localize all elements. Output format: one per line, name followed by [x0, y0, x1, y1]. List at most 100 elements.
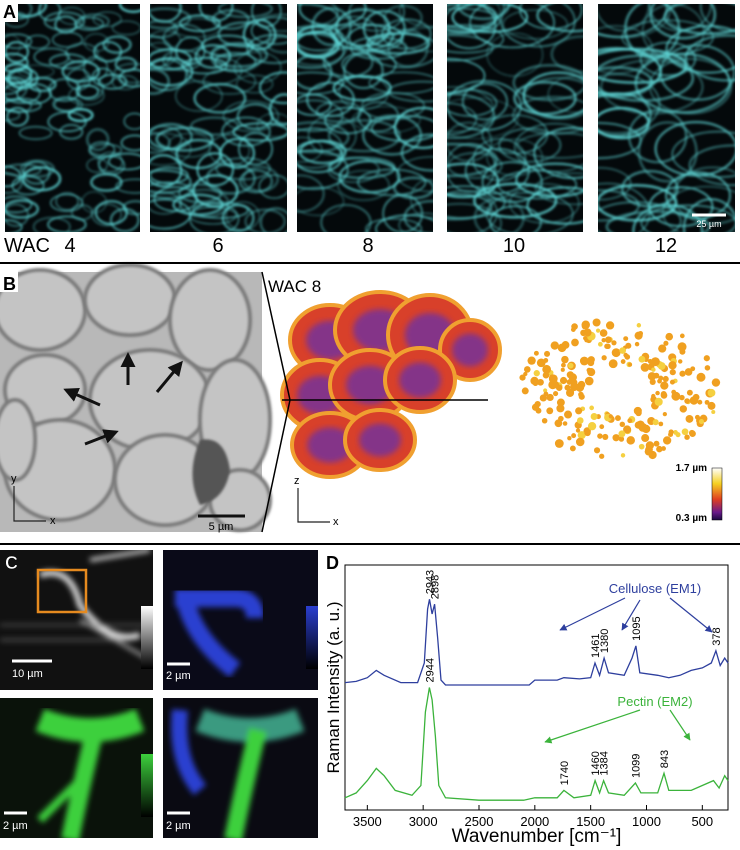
point — [605, 336, 612, 344]
point — [698, 419, 704, 425]
cell-wall — [365, 218, 423, 232]
colorbar-label: 1.7 µm — [676, 463, 707, 474]
peak-label: 843 — [659, 750, 671, 768]
cell-wall — [535, 172, 583, 205]
cell-wall — [5, 99, 33, 113]
cell-wall — [90, 173, 123, 192]
cell-wall — [634, 52, 731, 114]
point — [521, 387, 529, 395]
point — [660, 391, 668, 399]
cell-walls — [598, 4, 735, 232]
cell-wall — [498, 127, 562, 163]
raman-feature — [79, 618, 151, 662]
raman-image — [163, 698, 318, 838]
point — [684, 368, 693, 376]
point — [669, 369, 676, 376]
colorbar-label: 0.3 µm — [676, 513, 707, 524]
point — [587, 421, 597, 431]
cell-wall — [120, 134, 140, 152]
scale-text: 10 µm — [12, 668, 43, 680]
point — [657, 362, 666, 370]
cell-wall — [515, 162, 583, 198]
point — [590, 413, 598, 421]
x-tick-label: 3500 — [353, 814, 382, 829]
point — [660, 381, 669, 390]
cell-wall — [32, 216, 71, 232]
cell-wall — [74, 16, 105, 31]
raman-image — [0, 698, 153, 838]
cell-wall — [150, 29, 182, 51]
cell-wall — [8, 70, 32, 88]
colorbar — [711, 467, 723, 521]
point — [668, 429, 674, 435]
cell-wall — [297, 140, 344, 174]
point — [703, 355, 710, 362]
point — [599, 329, 608, 337]
cell-wall — [92, 11, 122, 27]
peak-label: 1384 — [599, 751, 611, 775]
point — [623, 425, 632, 434]
cell-wall — [348, 4, 405, 32]
annotation-arrows — [544, 709, 691, 744]
cell-wall — [150, 131, 171, 154]
panel-title: WAC 8 — [268, 277, 321, 296]
spectrum-line — [344, 687, 729, 801]
label-bg — [0, 270, 18, 292]
point — [711, 378, 721, 387]
cell-wall — [341, 51, 397, 79]
point — [553, 391, 559, 397]
point — [634, 421, 642, 429]
cell-wall — [205, 162, 256, 195]
cell-wall — [75, 84, 100, 99]
point — [645, 441, 655, 450]
peak-label: 1380 — [599, 629, 611, 653]
cell-wall — [320, 204, 372, 232]
point — [561, 362, 566, 368]
cell-wall — [122, 200, 140, 216]
point — [679, 370, 686, 377]
point — [587, 356, 595, 364]
point — [690, 366, 696, 372]
raman-features — [0, 550, 151, 662]
point — [599, 424, 605, 430]
series-label: Cellulose (EM1) — [609, 581, 701, 596]
cell-wall — [115, 178, 140, 194]
cell-wall — [297, 186, 345, 216]
cell-wall — [268, 93, 287, 126]
point — [527, 356, 536, 365]
point — [711, 409, 716, 415]
raman-feature — [39, 570, 141, 640]
point — [542, 371, 550, 379]
point — [605, 321, 615, 330]
spectrum-line — [344, 599, 729, 686]
point — [593, 447, 601, 454]
raman-bg — [0, 550, 153, 690]
cell-wall — [5, 33, 21, 58]
cell-wall — [297, 4, 340, 36]
peak-label: 2898 — [430, 575, 442, 599]
intensity-bar — [141, 606, 153, 669]
cell-wall — [472, 138, 527, 182]
cell-wall — [654, 121, 735, 177]
cell-wall — [47, 111, 87, 133]
point — [554, 439, 564, 448]
point — [649, 378, 656, 385]
series-label: Pectin (EM2) — [617, 694, 692, 709]
point — [587, 368, 596, 377]
point — [684, 434, 690, 440]
cell-wall — [196, 152, 234, 187]
cell-wall — [598, 167, 632, 201]
cell-wall — [297, 121, 350, 154]
cell-walls — [5, 4, 140, 232]
annotation-arrows — [559, 597, 713, 633]
cell-wall — [519, 4, 583, 30]
point — [623, 336, 629, 342]
point — [677, 342, 687, 352]
point — [531, 403, 540, 411]
point — [694, 414, 700, 420]
cell-wall — [18, 126, 53, 140]
cell-wall — [43, 11, 86, 32]
point — [541, 417, 548, 424]
cell-wall — [513, 81, 577, 116]
